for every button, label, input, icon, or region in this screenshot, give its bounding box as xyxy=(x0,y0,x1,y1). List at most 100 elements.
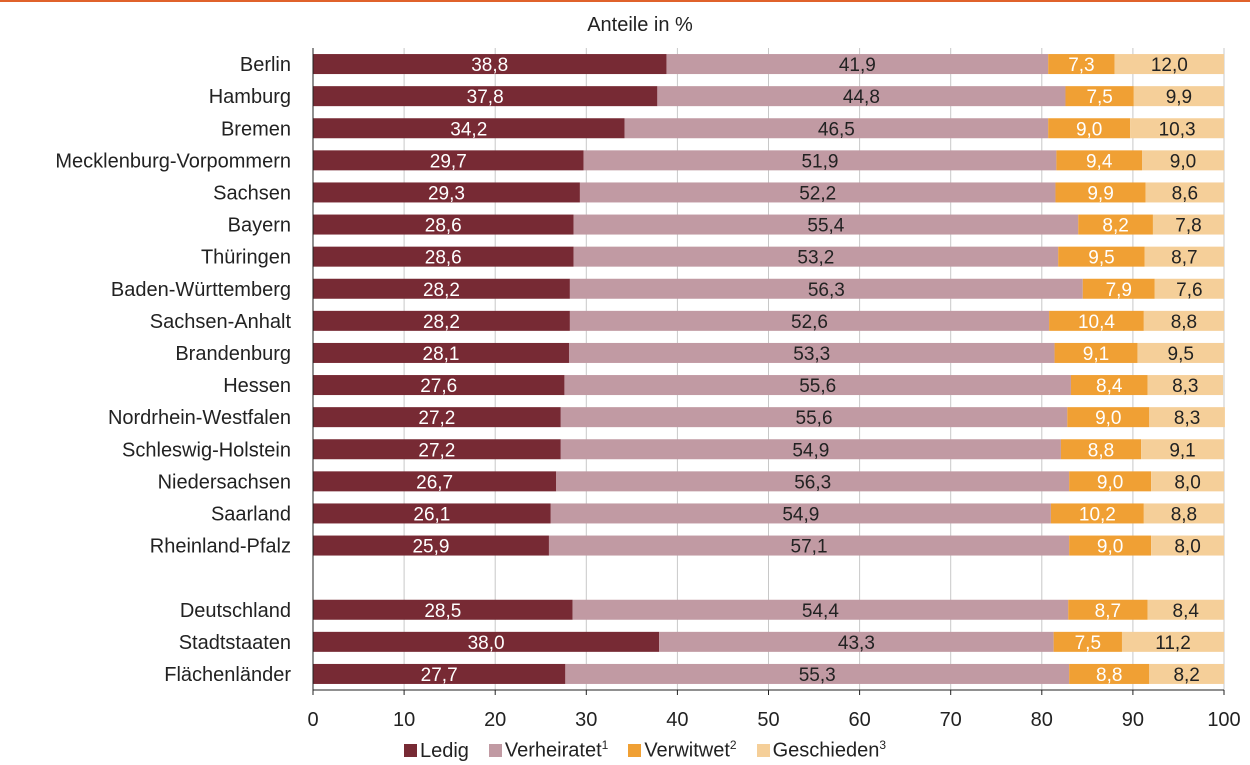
category-label: Berlin xyxy=(240,54,291,76)
category-label: Flächenländer xyxy=(164,664,291,686)
data-label: 44,8 xyxy=(843,87,880,108)
bar-segment xyxy=(560,439,1061,460)
data-label: 51,9 xyxy=(801,151,838,172)
bar-segment xyxy=(313,663,566,684)
bar-segment xyxy=(1058,246,1145,267)
bar-segment xyxy=(313,631,660,652)
category-label: Deutschland xyxy=(180,600,291,622)
bar-segment xyxy=(1053,631,1122,652)
data-label: 9,5 xyxy=(1168,344,1194,365)
bar-segment xyxy=(1121,631,1224,652)
bar-segment xyxy=(1149,663,1224,684)
data-label: 8,4 xyxy=(1173,601,1200,622)
category-label: Brandenburg xyxy=(175,343,291,365)
bar-segment xyxy=(560,407,1068,428)
legend-swatch xyxy=(488,743,502,757)
legend-footnote-marker: 1 xyxy=(601,738,609,752)
data-label: 27,2 xyxy=(418,440,455,461)
bar-segment xyxy=(666,54,1049,75)
x-tick-label: 40 xyxy=(666,709,688,731)
bar-segment xyxy=(313,535,549,556)
bar-segment xyxy=(1069,471,1152,492)
data-label: 29,7 xyxy=(430,151,467,172)
bar-segment xyxy=(572,599,1069,620)
data-label: 25,9 xyxy=(412,537,449,558)
legend-item: Geschieden3 xyxy=(756,738,886,763)
bar-segment xyxy=(624,118,1049,139)
stacked-bar-chart: Berlin 38,8 41,9 7,3 12,0 Hamburg 37,8 44,8 7,5 9… xyxy=(55,48,1241,731)
data-label: 28,5 xyxy=(424,601,461,622)
bar-segment xyxy=(313,599,573,620)
data-label: 8,0 xyxy=(1174,472,1200,493)
data-label: 8,3 xyxy=(1172,376,1198,397)
bar-segment xyxy=(1069,535,1152,556)
data-label: 10,4 xyxy=(1078,312,1115,333)
bar-segment xyxy=(568,342,1055,363)
data-label: 9,9 xyxy=(1166,87,1192,108)
bar-segment xyxy=(313,54,667,75)
category-label: Saarland xyxy=(211,503,291,525)
category-label: Rheinland-Pfalz xyxy=(150,536,291,558)
data-label: 54,9 xyxy=(792,440,829,461)
data-label: 9,5 xyxy=(1088,248,1114,269)
category-label: Niedersachsen xyxy=(158,471,291,493)
bar-segment xyxy=(1070,375,1148,396)
bar-segment xyxy=(1114,54,1224,75)
data-label: 28,6 xyxy=(425,248,462,269)
data-label: 8,4 xyxy=(1096,376,1123,397)
legend-footnote-marker: 2 xyxy=(729,738,737,752)
bar-segment xyxy=(1055,182,1146,203)
data-label: 10,3 xyxy=(1159,119,1196,140)
bar-segment xyxy=(1147,599,1224,620)
category-label: Sachsen xyxy=(213,182,291,204)
bar-segment xyxy=(313,439,561,460)
data-label: 57,1 xyxy=(791,537,828,558)
bar-segment xyxy=(313,375,565,396)
data-label: 54,4 xyxy=(802,601,839,622)
legend-item: Verheiratet1 xyxy=(488,738,609,763)
x-tick-label: 80 xyxy=(1031,709,1053,731)
x-tick-label: 0 xyxy=(307,709,318,731)
bar-segment xyxy=(1065,86,1134,107)
x-tick-label: 20 xyxy=(484,709,506,731)
bar-segment xyxy=(1054,342,1138,363)
bar-segment xyxy=(573,214,1079,235)
top-accent-rule xyxy=(0,0,1250,2)
x-tick-label: 50 xyxy=(757,709,779,731)
category-label: Bayern xyxy=(228,215,291,237)
bar-segment xyxy=(1147,375,1224,396)
data-label: 28,2 xyxy=(423,312,460,333)
bar-segment xyxy=(313,278,570,299)
data-label: 8,8 xyxy=(1088,440,1114,461)
bar-segment xyxy=(569,310,1050,331)
data-label: 9,0 xyxy=(1076,119,1102,140)
data-label: 8,6 xyxy=(1172,183,1198,204)
bar-segment xyxy=(1048,118,1131,139)
bar-segment xyxy=(1050,503,1144,524)
bar-segment xyxy=(1151,535,1224,556)
data-label: 55,3 xyxy=(799,665,836,686)
data-label: 9,0 xyxy=(1095,408,1121,429)
category-label: Thüringen xyxy=(201,247,291,269)
legend-label: Geschieden xyxy=(772,739,880,762)
data-label: 34,2 xyxy=(450,119,487,140)
bar-segment xyxy=(1082,278,1155,299)
legend-label: Ledig xyxy=(419,739,469,762)
bar-segment xyxy=(313,342,569,363)
bar-segment xyxy=(1143,503,1224,524)
bar-segment xyxy=(313,503,551,524)
bar-segment xyxy=(313,118,625,139)
data-label: 7,3 xyxy=(1068,55,1094,76)
category-label: Schleswig-Holstein xyxy=(122,439,291,461)
bar-segment xyxy=(1154,278,1224,299)
bar-segment xyxy=(313,310,570,331)
data-label: 26,7 xyxy=(416,472,453,493)
bar-segment xyxy=(313,246,574,267)
legend-swatch xyxy=(756,743,770,757)
data-label: 9,0 xyxy=(1170,151,1196,172)
bar-segment xyxy=(1078,214,1153,235)
x-tick-label: 90 xyxy=(1122,709,1144,731)
x-tick-label: 70 xyxy=(940,709,962,731)
data-label: 8,8 xyxy=(1096,665,1122,686)
bar-segment xyxy=(1049,310,1144,331)
